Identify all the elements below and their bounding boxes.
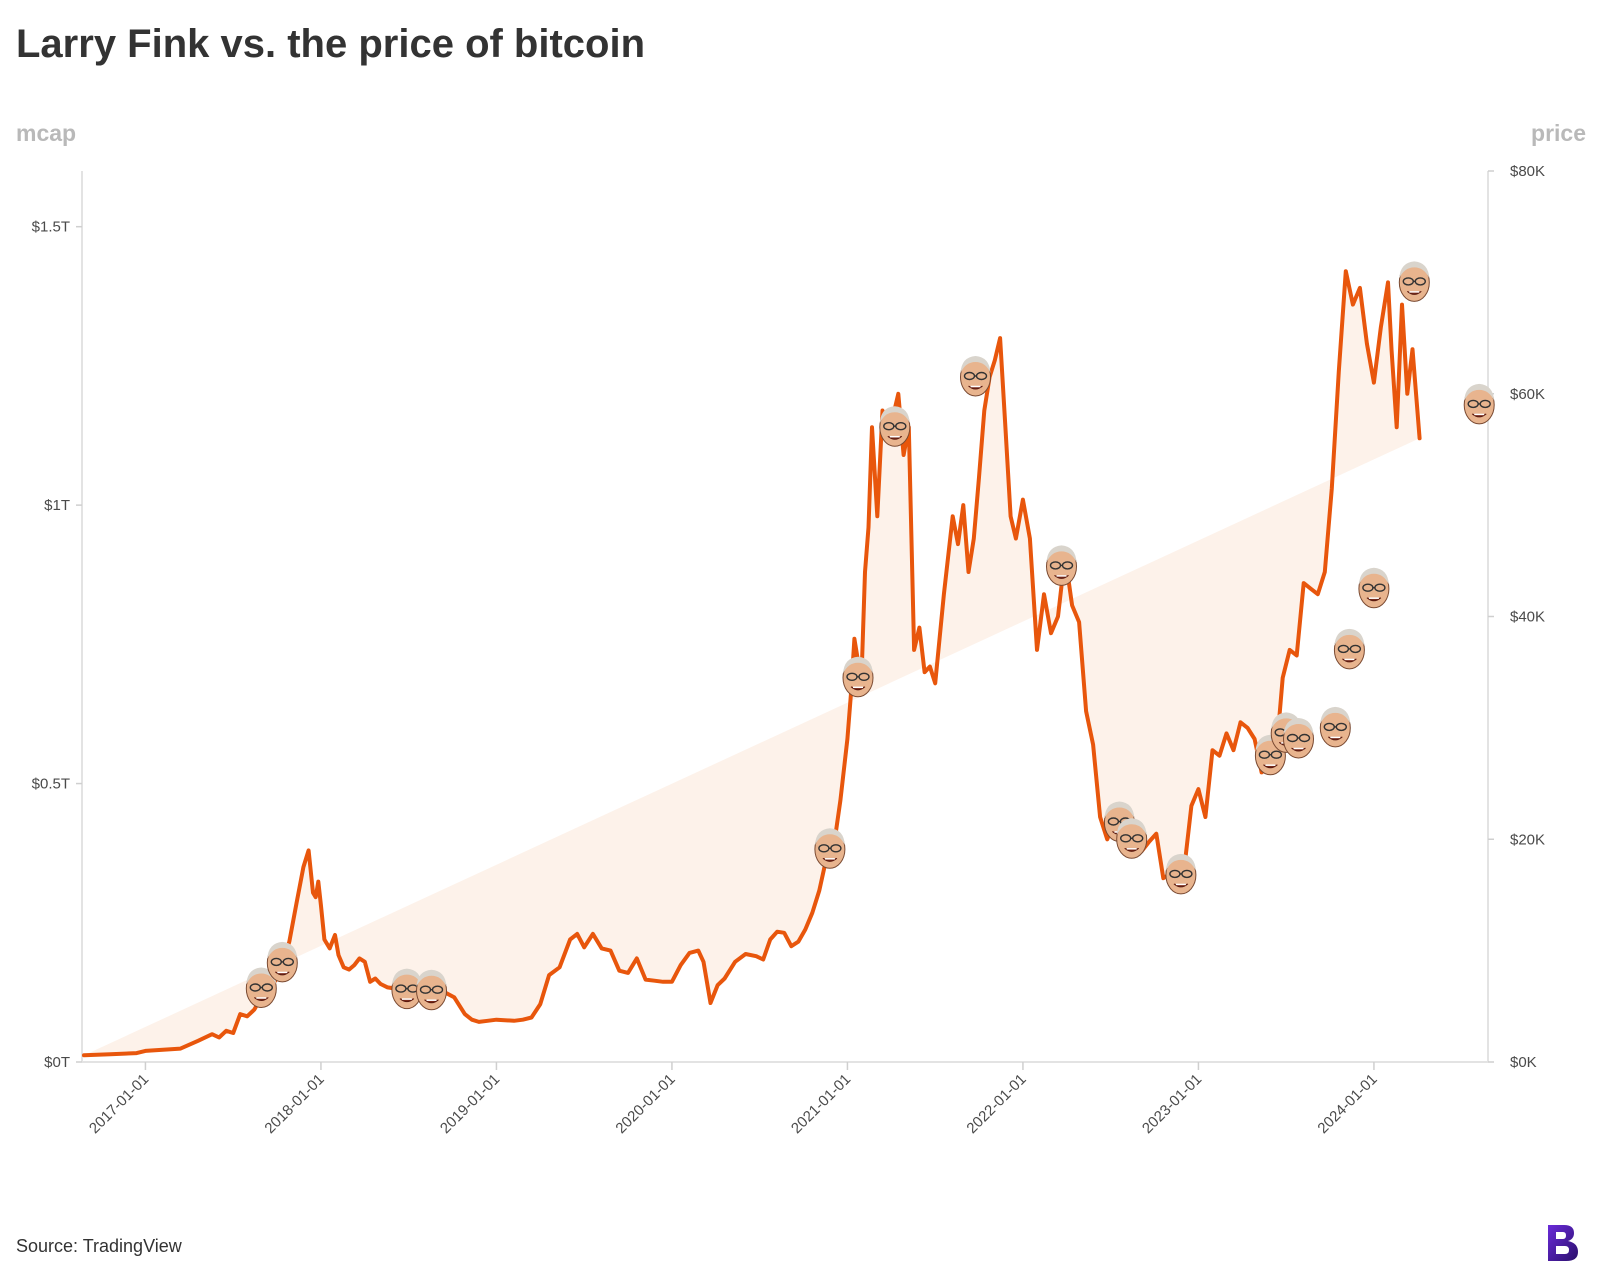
larry-fink-face-icon xyxy=(1333,628,1365,670)
larry-fink-face-icon xyxy=(1398,261,1430,302)
right-axis-title: price xyxy=(1531,120,1586,146)
larry-fink-face-icon xyxy=(1283,718,1314,759)
chart-area: $0T $0.5T $1T $1.5T $0K $20K $40K $60K $80K 2017-… xyxy=(32,163,1545,1137)
larry-fink-face-icon xyxy=(266,941,298,983)
larry-fink-face-icon xyxy=(1116,818,1148,859)
x-axis-tick-label: 2023-01-01 xyxy=(1139,1071,1205,1137)
left-axis-title: mcap xyxy=(16,120,77,146)
right-axis-tick-label: $40K xyxy=(1510,609,1545,626)
chart-title: Larry Fink vs. the price of bitcoin xyxy=(16,22,646,66)
x-axis-tick-label: 2020-01-01 xyxy=(612,1071,678,1137)
right-axis-tick-label: $20K xyxy=(1510,831,1545,848)
source-note: Source: TradingView xyxy=(16,1236,182,1256)
x-axis-tick-label: 2021-01-01 xyxy=(788,1071,854,1137)
right-axis-tick-label: $60K xyxy=(1510,386,1545,403)
x-axis-tick-label: 2022-01-01 xyxy=(963,1071,1029,1137)
larry-fink-face-icon xyxy=(1046,545,1077,586)
larry-fink-face-icon xyxy=(814,828,846,869)
x-axis-tick-label: 2018-01-01 xyxy=(261,1071,327,1137)
larry-fink-face-icon xyxy=(1319,706,1351,748)
right-axis-tick-label: $0K xyxy=(1510,1054,1537,1071)
price-line xyxy=(82,269,1422,1058)
price-area-fill xyxy=(84,271,1420,1056)
right-axis-tick-label: $80K xyxy=(1510,163,1545,180)
left-axis-tick-label: $1T xyxy=(44,497,70,514)
x-axis-tick-label: 2024-01-01 xyxy=(1314,1071,1380,1137)
larry-fink-face-icon xyxy=(842,656,874,698)
larry-fink-face-icon xyxy=(879,406,911,447)
brand-logo-icon xyxy=(1548,1225,1578,1261)
left-axis-tick-label: $1.5T xyxy=(32,219,70,236)
x-axis-tick-label: 2019-01-01 xyxy=(437,1071,503,1137)
larry-fink-face-icon xyxy=(391,968,423,1010)
x-axis-tick-label: 2017-01-01 xyxy=(86,1071,152,1137)
left-axis-tick-label: $0T xyxy=(44,1054,70,1071)
larry-fink-face-icon xyxy=(960,356,991,397)
larry-fink-face-icon xyxy=(1463,383,1495,425)
larry-fink-face-icon xyxy=(1165,853,1197,895)
left-axis-tick-label: $0.5T xyxy=(32,776,70,793)
larry-fink-face-icon xyxy=(416,969,447,1011)
larry-fink-face-icon xyxy=(1358,567,1390,609)
